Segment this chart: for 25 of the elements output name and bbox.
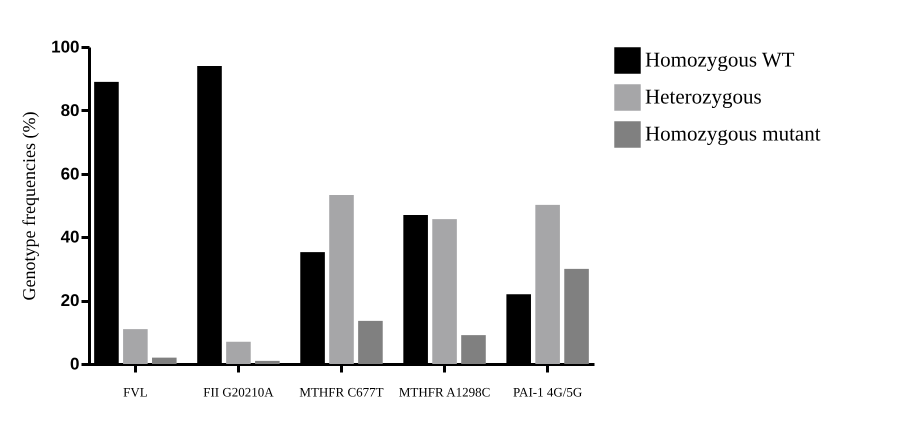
bar	[255, 360, 280, 364]
bar	[226, 342, 251, 364]
bar	[535, 204, 560, 364]
y-tick-label: 20	[60, 291, 80, 310]
bar	[358, 320, 383, 364]
y-tick-label: 40	[60, 228, 80, 247]
x-tick-label: PAI-1 4G/5G	[513, 384, 582, 400]
bar	[461, 335, 486, 364]
x-tick-label: FVL	[123, 384, 148, 400]
bar	[152, 358, 177, 364]
bar	[329, 195, 354, 364]
bar	[564, 268, 589, 364]
x-tick-label: MTHFR A1298C	[398, 384, 490, 400]
y-axis-title: Genotype frequencies (%)	[19, 112, 40, 300]
legend-label: Heterozygous	[645, 84, 762, 108]
bar	[123, 329, 148, 364]
legend-label: Homozygous WT	[645, 48, 795, 72]
y-tick-label: 0	[70, 354, 80, 374]
x-tick-label: FII G20210A	[203, 384, 274, 400]
y-tick-label: 80	[60, 100, 80, 120]
bar	[432, 219, 457, 364]
y-tick-label: 60	[60, 164, 80, 184]
x-tick-label: MTHFR C677T	[299, 384, 384, 400]
legend-label: Homozygous mutant	[645, 122, 821, 146]
y-tick-label: 100	[51, 38, 80, 56]
